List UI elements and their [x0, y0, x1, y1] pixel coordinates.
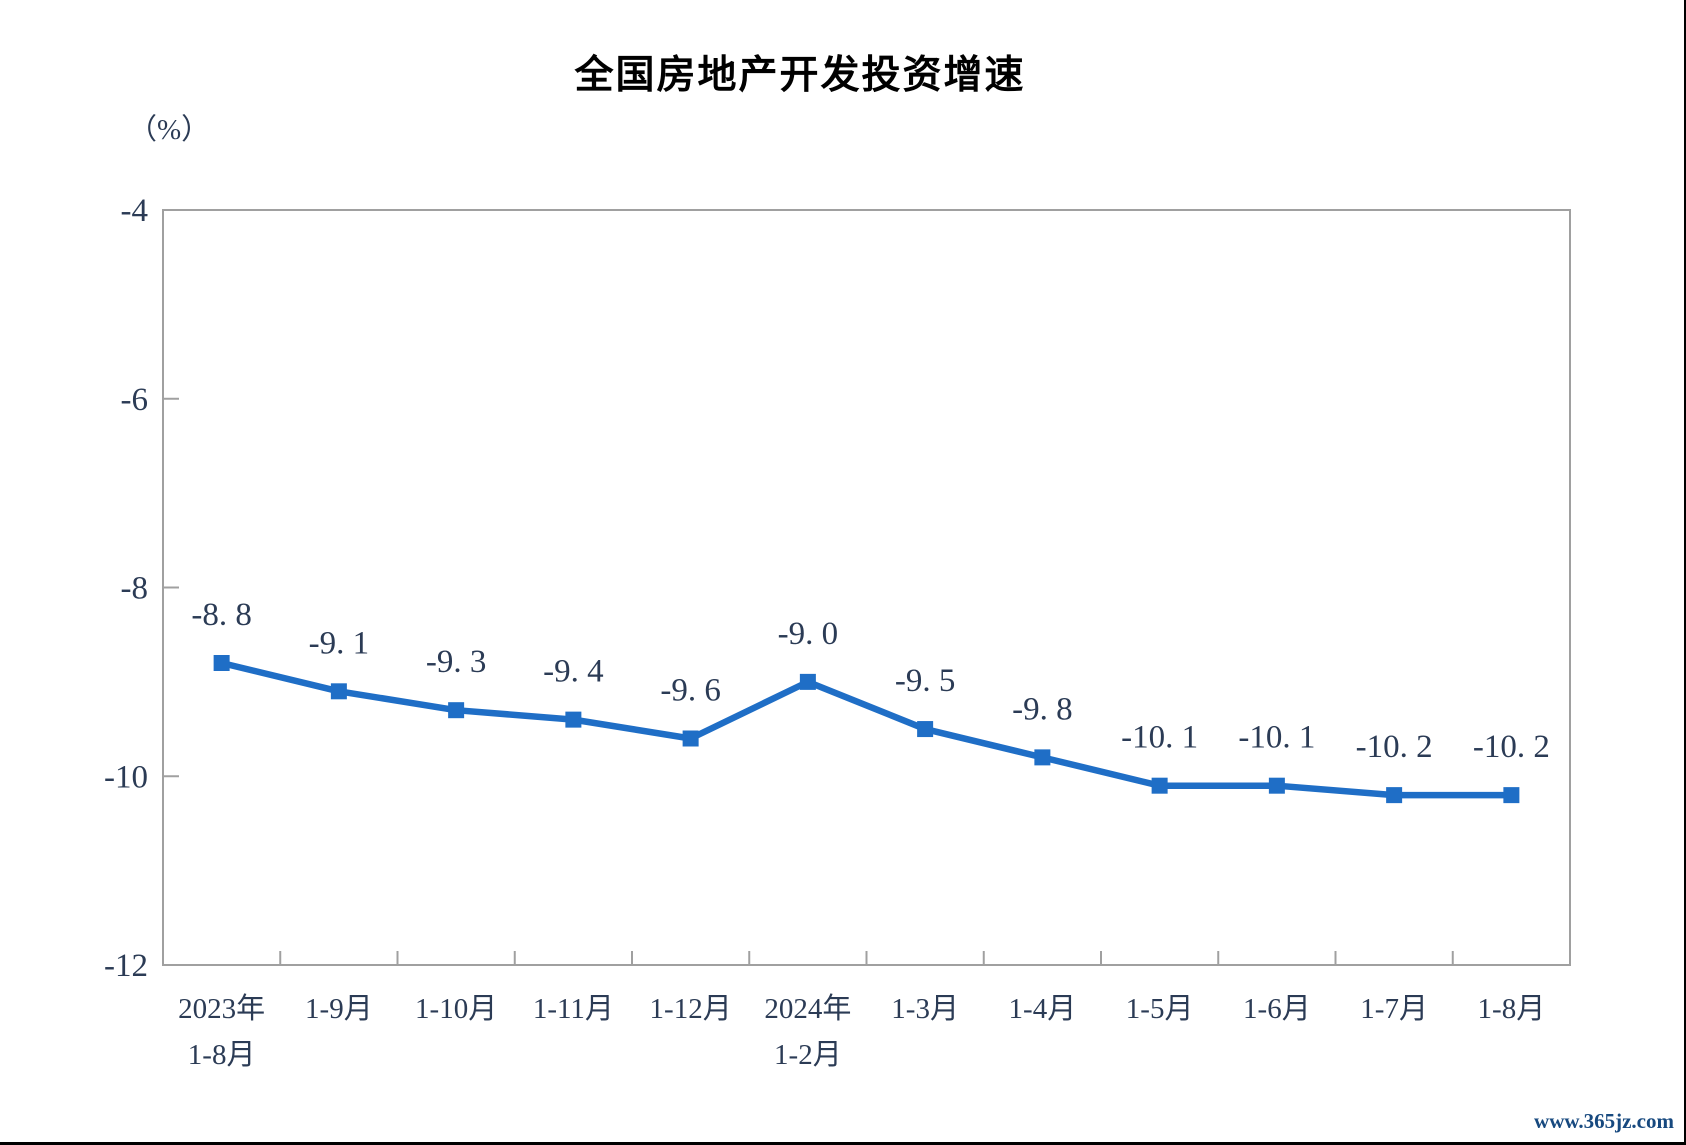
x-axis-label: 1-11月: [533, 993, 614, 1025]
x-axis-label: 1-2月: [774, 1039, 842, 1071]
y-axis-label: -6: [121, 382, 149, 418]
data-point-marker: [1151, 777, 1168, 794]
data-point-label: -9. 6: [660, 673, 721, 709]
watermark-text: www.365jz.com: [1534, 1109, 1674, 1133]
data-point-marker: [1386, 787, 1403, 804]
y-axis-label: -12: [104, 948, 148, 984]
data-point-label: -8. 8: [191, 597, 252, 633]
plot-border: [162, 209, 1571, 966]
chart-title: 全国房地产开发投资增速: [574, 53, 1026, 98]
x-axis-label: 1-9月: [305, 993, 373, 1025]
y-axis-label: -8: [121, 571, 149, 607]
x-axis-label: 1-3月: [891, 993, 959, 1025]
x-axis-label: 1-7月: [1360, 993, 1428, 1025]
data-point-label: -10. 2: [1473, 729, 1550, 765]
data-point-label: -9. 4: [543, 654, 604, 690]
x-axis-label: 2024年: [764, 992, 851, 1025]
trend-line: [218, 659, 1515, 799]
x-axis-label: 1-10月: [415, 993, 497, 1025]
data-point-label: -10. 1: [1238, 720, 1315, 756]
x-axis-label: 1-5月: [1126, 993, 1194, 1025]
x-axis-label: 1-8月: [1478, 993, 1546, 1025]
data-point-label: -9. 0: [778, 616, 839, 652]
y-axis-unit-label: （%）: [128, 114, 211, 146]
data-point-marker: [1034, 749, 1051, 766]
data-point-label: -9. 8: [1012, 691, 1073, 727]
x-axis-label: 1-8月: [188, 1039, 256, 1071]
data-point-label: -9. 3: [426, 644, 487, 680]
data-point-marker: [448, 702, 465, 719]
data-point-marker: [1503, 787, 1520, 804]
data-point-marker: [213, 655, 230, 671]
data-point-label: -9. 5: [895, 663, 956, 699]
data-point-marker: [565, 711, 582, 728]
data-point-marker: [682, 730, 699, 747]
x-axis-label: 1-6月: [1243, 993, 1311, 1025]
data-point-marker: [799, 673, 816, 690]
y-axis-label: -10: [104, 759, 148, 795]
x-axis-label: 2023年: [178, 992, 265, 1025]
data-point-label: -10. 1: [1121, 720, 1198, 756]
x-axis-label: 1-12月: [650, 993, 732, 1025]
data-point-marker: [330, 683, 347, 700]
x-axis-label: 1-4月: [1009, 993, 1077, 1025]
data-point-marker: [1268, 777, 1285, 794]
data-point-label: -9. 1: [309, 625, 370, 661]
data-point-label: -10. 2: [1356, 729, 1433, 765]
y-axis-label: -4: [121, 193, 149, 229]
data-point-marker: [917, 721, 934, 738]
